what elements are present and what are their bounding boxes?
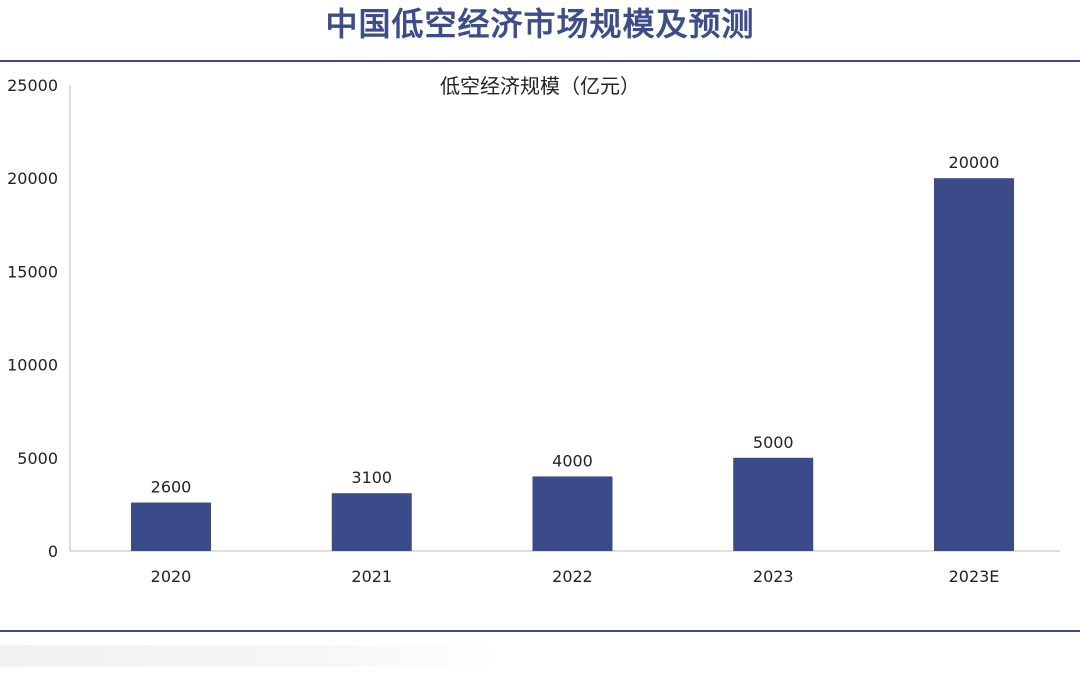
y-tick-label: 10000: [7, 356, 58, 375]
data-label: 5000: [753, 433, 794, 452]
top-divider: [0, 60, 1080, 62]
page-title: 中国低空经济市场规模及预测: [325, 5, 755, 43]
bottom-divider: [0, 630, 1080, 632]
y-tick-label: 25000: [7, 76, 58, 95]
y-tick-label: 20000: [7, 169, 58, 188]
y-tick-label: 15000: [7, 262, 58, 281]
data-labels: 2600 3100 4000 5000 20000: [151, 153, 1000, 496]
x-axis: 2020 2021 2022 2023 2023E: [70, 550, 1060, 586]
data-label: 20000: [949, 153, 1000, 172]
bar: [733, 457, 814, 551]
x-tick-label: 2022: [552, 567, 593, 586]
bar: [532, 476, 613, 551]
y-tick-label: 0: [48, 542, 58, 561]
bar: [331, 493, 412, 551]
bar: [934, 178, 1014, 551]
x-tick-label: 2023E: [949, 567, 1000, 586]
chart-title: 低空经济规模（亿元）: [440, 74, 640, 98]
x-tick-label: 2023: [753, 567, 794, 586]
y-axis: 0 5000 10000 15000 20000 25000: [7, 76, 71, 561]
x-tick-label: 2021: [351, 567, 392, 586]
data-label: 3100: [351, 468, 392, 487]
footer-blur: [0, 645, 500, 667]
data-label: 4000: [552, 451, 593, 470]
bar-series: [131, 178, 1014, 551]
x-tick-label: 2020: [151, 567, 192, 586]
data-label: 2600: [151, 478, 192, 497]
y-tick-label: 5000: [17, 449, 58, 468]
bar: [131, 502, 211, 551]
